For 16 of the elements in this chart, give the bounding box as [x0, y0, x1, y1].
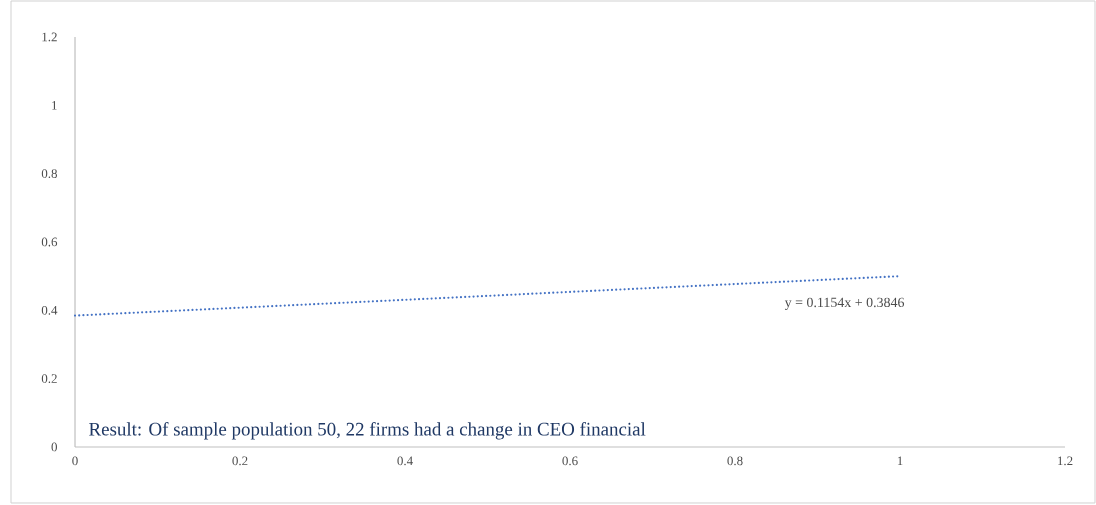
y-tick-label: 0.6	[41, 237, 58, 247]
y-tick-label: 0	[51, 442, 57, 452]
y-tick-label: 0.8	[41, 169, 57, 179]
x-tick-label: 0.8	[727, 456, 743, 466]
x-tick-label: 1.2	[1058, 456, 1073, 466]
x-tick-label: 0.4	[397, 456, 413, 466]
annotation: y = 0.1154x + 0.3846	[784, 297, 905, 310]
y-tick-label: 1.2	[42, 32, 57, 42]
y-tick-label: 0.4	[41, 305, 58, 315]
y-tick-label: 1	[52, 101, 57, 110]
y-tick-label: 0.2	[41, 374, 57, 384]
x-tick-label: 0.6	[562, 456, 578, 466]
annotation: Result: Of sample population 50, 22 firms had a change in CEO financial	[89, 422, 646, 440]
x-tick-label: 1	[897, 456, 903, 466]
x-tick-label: 0.2	[232, 456, 248, 466]
x-tick-label: 0	[72, 456, 78, 466]
